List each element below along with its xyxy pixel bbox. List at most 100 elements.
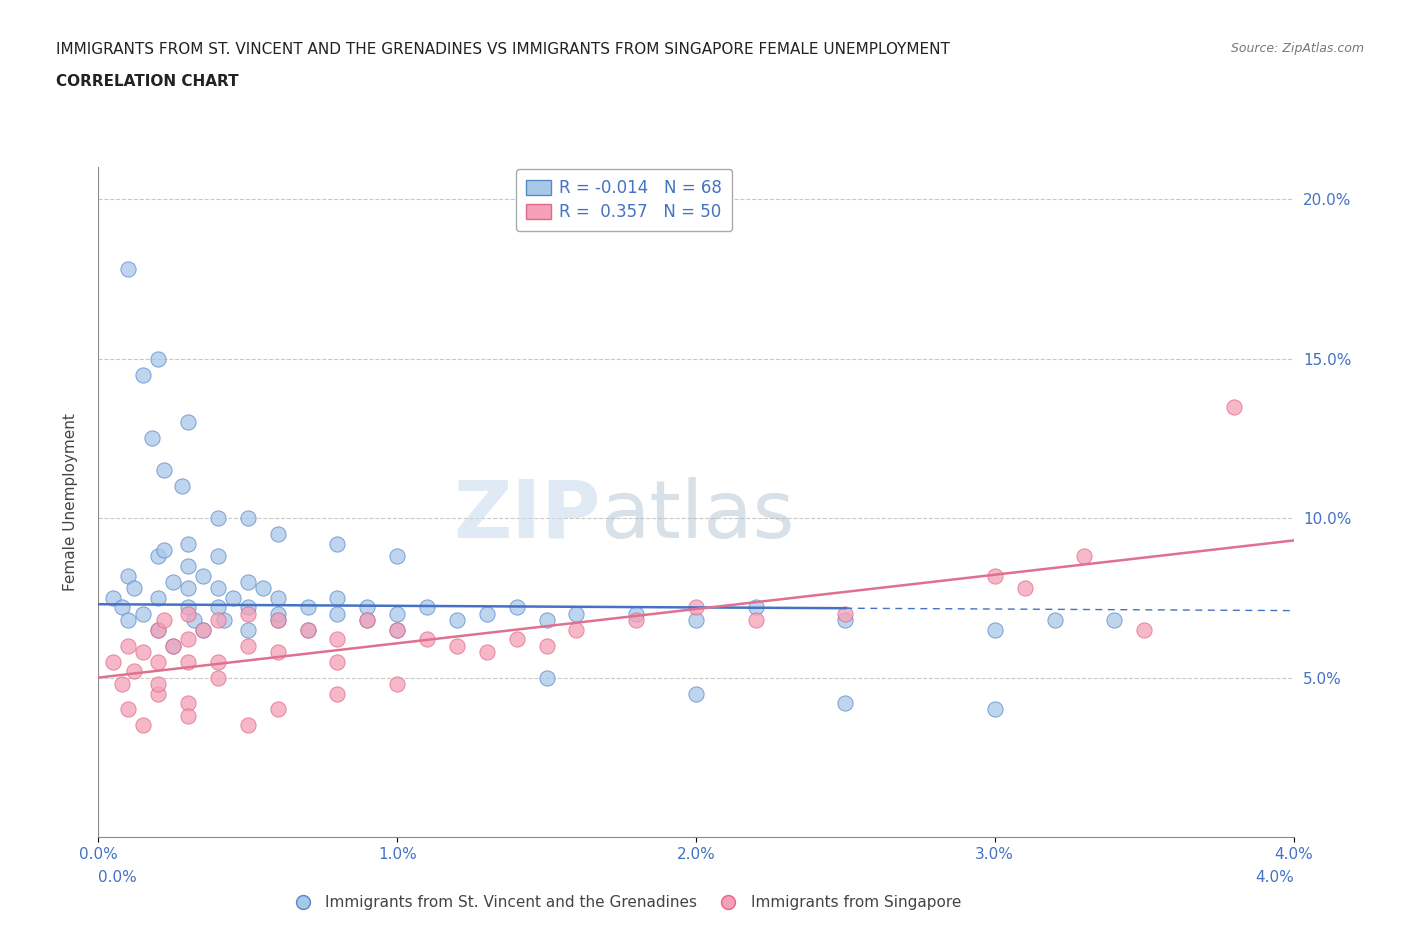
Point [132,718,155,733]
Point [117,613,139,628]
Point [1014,581,1036,596]
Point [297,622,319,637]
Point [177,606,200,621]
Point [297,600,319,615]
Point [236,606,259,621]
Point [745,600,768,615]
Point [475,606,498,621]
Text: Source: ZipAtlas.com: Source: ZipAtlas.com [1230,42,1364,55]
Point [132,606,155,621]
Point [148,591,170,605]
Point [153,613,176,628]
Point [148,676,170,691]
Point [177,537,200,551]
Point [356,613,378,628]
Point [326,631,349,646]
Point [385,622,409,637]
Point [416,600,439,615]
Point [267,702,290,717]
Point [297,622,319,637]
Point [983,568,1005,583]
Point [148,622,170,637]
Point [177,581,200,596]
Point [536,613,558,628]
Point [207,671,229,685]
Point [834,606,856,621]
Point [446,613,468,628]
Point [132,644,155,659]
Point [1043,613,1066,628]
Text: CORRELATION CHART: CORRELATION CHART [56,74,239,89]
Point [132,367,155,382]
Y-axis label: Female Unemployment: Female Unemployment [63,413,77,591]
Point [983,702,1005,717]
Point [385,676,409,691]
Point [446,638,468,653]
Point [506,600,529,615]
Point [148,549,170,564]
Point [685,686,707,701]
Point [267,606,290,621]
Point [565,622,588,637]
Point [207,613,229,628]
Legend: Immigrants from St. Vincent and the Grenadines, Immigrants from Singapore: Immigrants from St. Vincent and the Gren… [281,889,967,916]
Point [475,644,498,659]
Point [207,581,229,596]
Point [236,638,259,653]
Text: 4.0%: 4.0% [1254,870,1294,884]
Point [1073,549,1095,564]
Point [191,568,214,583]
Point [624,613,647,628]
Point [207,511,229,525]
Point [685,613,707,628]
Point [385,549,409,564]
Point [385,622,409,637]
Point [356,600,378,615]
Point [1133,622,1156,637]
Point [191,622,214,637]
Point [326,606,349,621]
Point [177,600,200,615]
Point [267,613,290,628]
Point [124,664,146,679]
Point [506,631,529,646]
Point [236,718,259,733]
Point [177,654,200,669]
Point [148,352,170,366]
Point [191,622,214,637]
Point [207,654,229,669]
Point [222,591,245,605]
Point [117,638,139,653]
Point [326,591,349,605]
Point [236,600,259,615]
Point [153,542,176,557]
Point [183,613,205,628]
Point [172,479,194,494]
Point [326,686,349,701]
Point [103,654,125,669]
Text: IMMIGRANTS FROM ST. VINCENT AND THE GRENADINES VS IMMIGRANTS FROM SINGAPORE FEMA: IMMIGRANTS FROM ST. VINCENT AND THE GREN… [56,42,950,57]
Point [236,622,259,637]
Point [177,415,200,430]
Point [177,709,200,724]
Point [148,622,170,637]
Point [148,654,170,669]
Text: ZIP: ZIP [453,476,600,554]
Point [565,606,588,621]
Point [177,559,200,574]
Point [267,644,290,659]
Point [103,591,125,605]
Point [834,696,856,711]
Point [1222,399,1246,414]
Point [356,613,378,628]
Point [153,463,176,478]
Point [983,622,1005,637]
Point [177,696,200,711]
Point [207,600,229,615]
Point [162,638,184,653]
Point [117,262,139,277]
Point [111,676,134,691]
Point [834,613,856,628]
Point [326,654,349,669]
Point [267,613,290,628]
